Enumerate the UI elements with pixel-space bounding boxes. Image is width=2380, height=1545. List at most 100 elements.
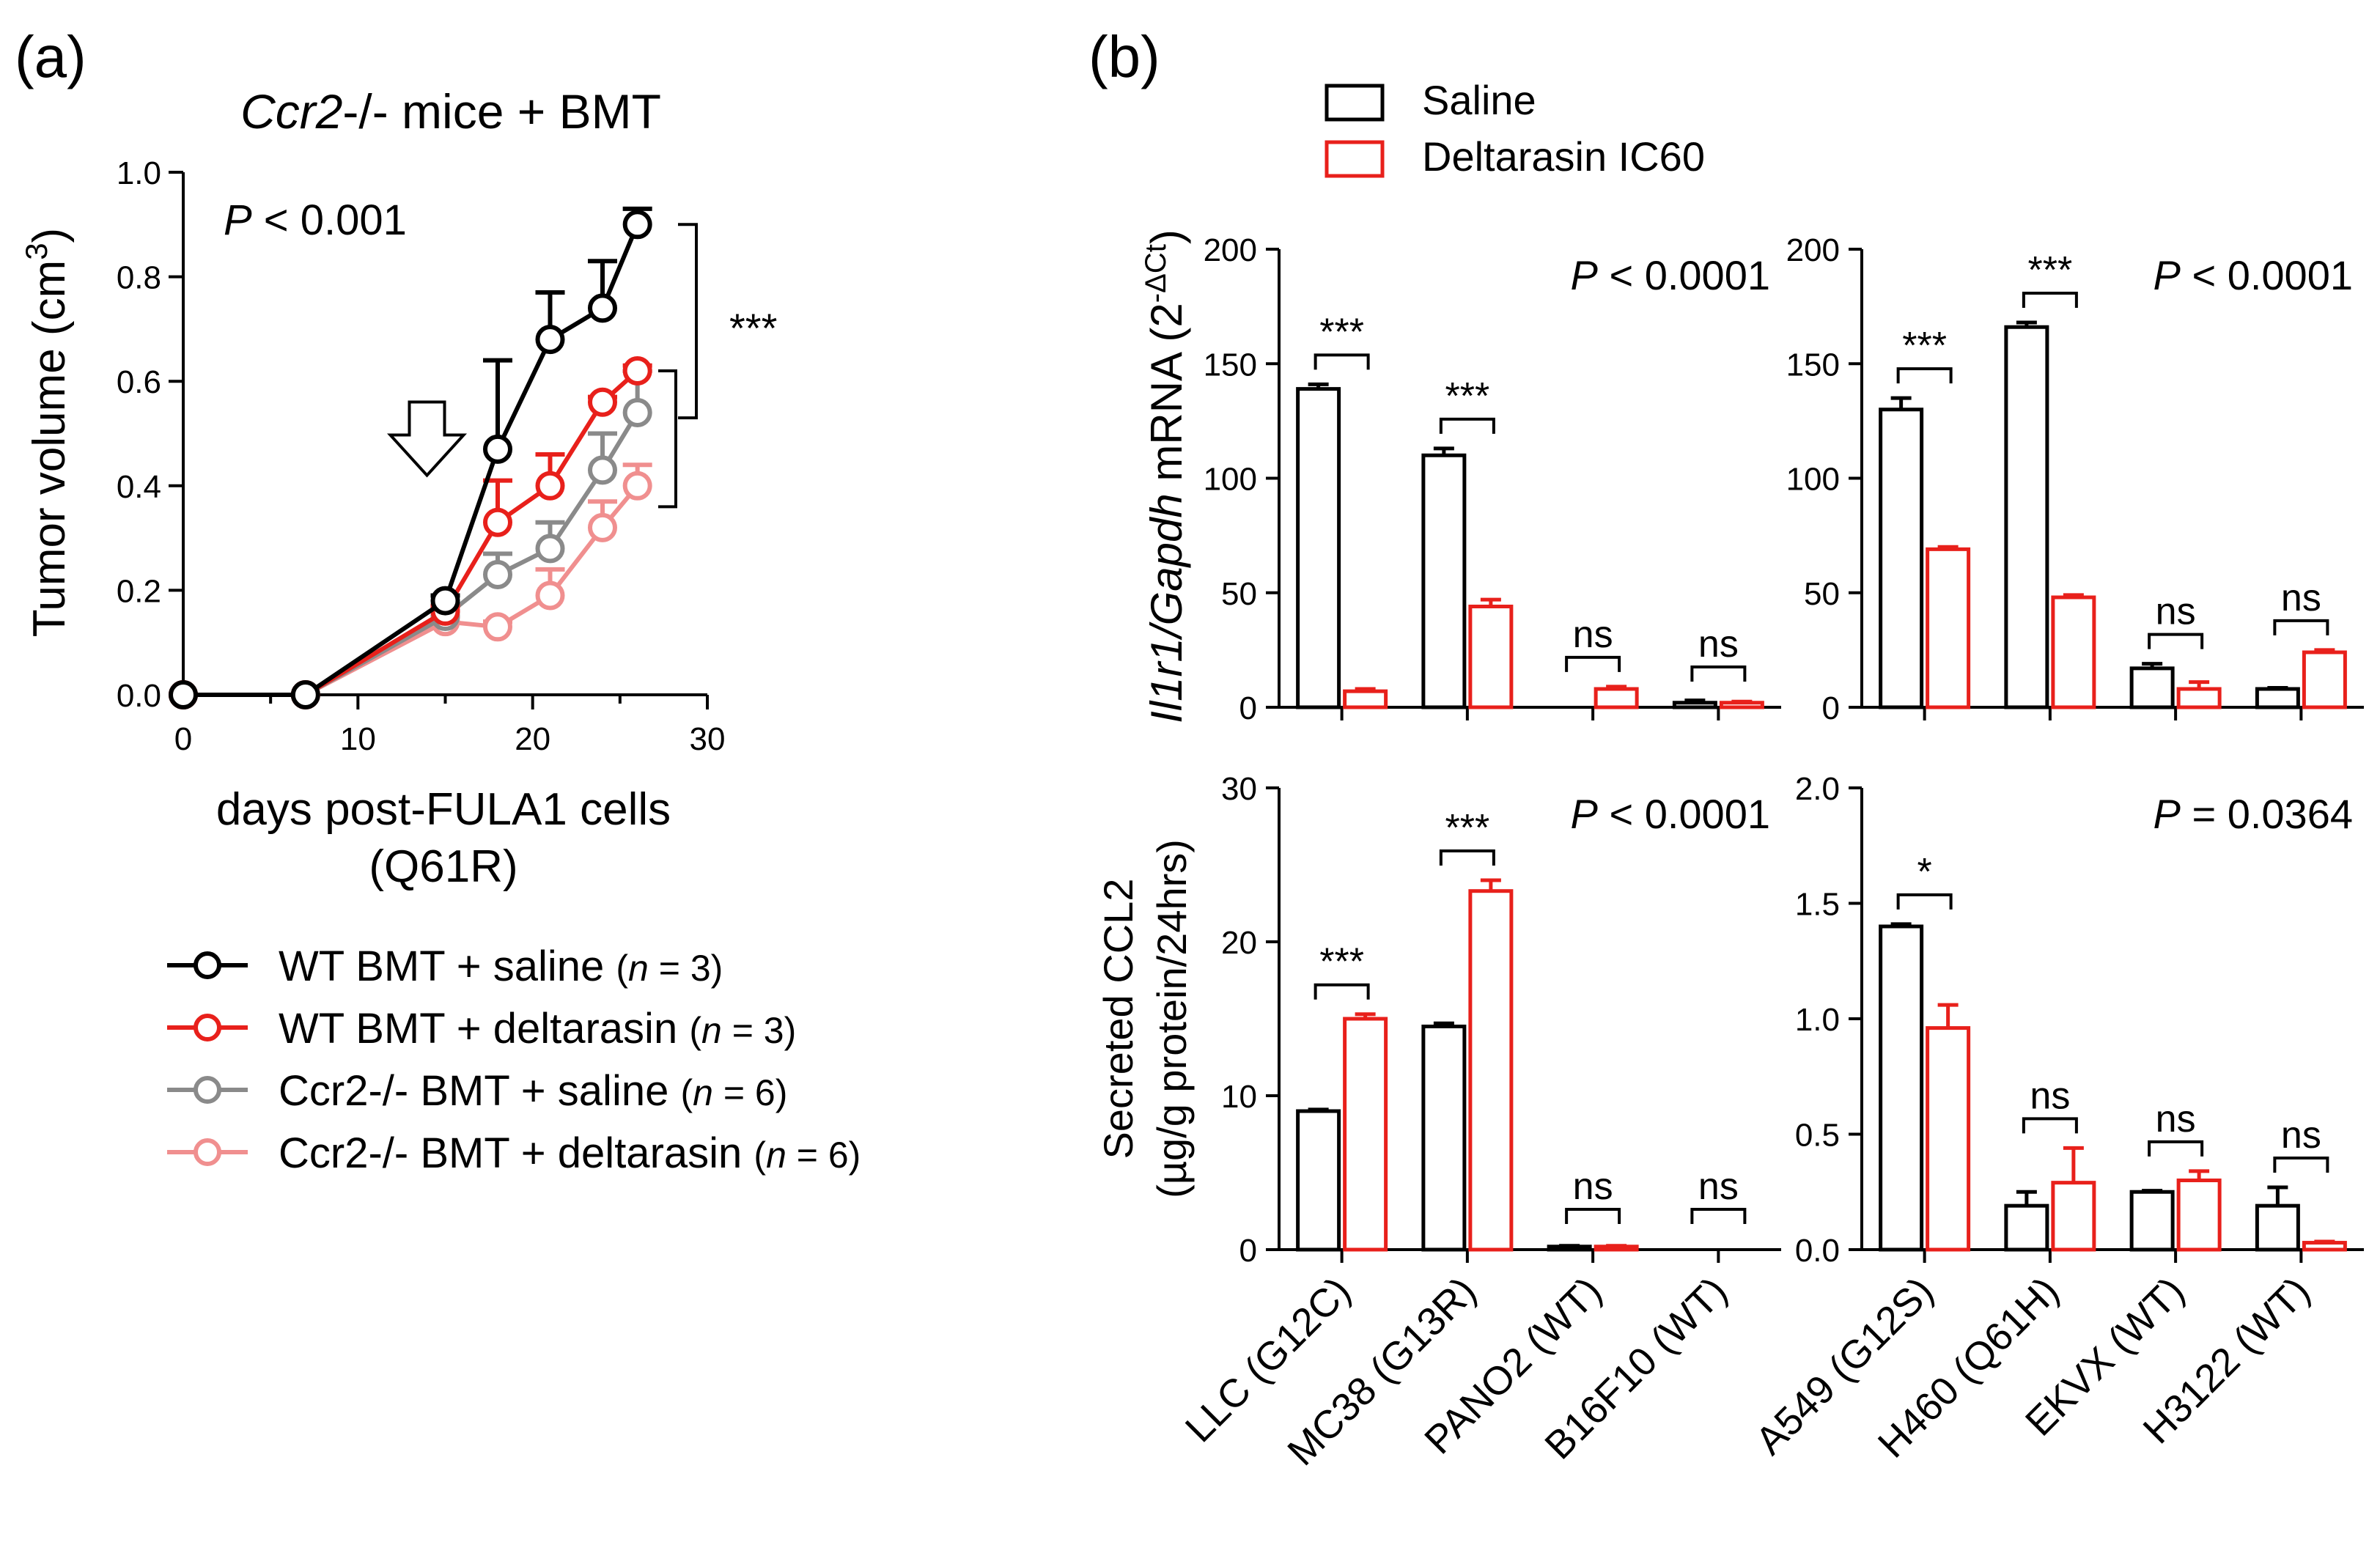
legend-swatch [1325,140,1385,178]
chart-b-legend: Saline Deltarasin IC60 [1325,77,1705,180]
bar-deltarasin [1468,605,1514,709]
legend-swatch [1325,84,1385,122]
sig-bracket [2148,1140,2204,1157]
legend-n-italic: n [628,948,649,989]
treatment-arrow-icon [386,400,468,478]
sig-label: ns [2281,1114,2321,1157]
sig-label: * [1917,851,1932,893]
sig-bracket [2022,292,2078,308]
bar-deltarasin [2302,650,2347,709]
data-point [535,580,565,611]
p-value: P < 0.0001 [2154,252,2353,298]
chart-b-ylabel-top: Il1r1/Gapdh mRNA (2-ΔCt) [1140,229,1191,723]
chart-b-ylabel-top-sup: -ΔCt [1140,244,1172,303]
bar-saline [1296,387,1341,709]
sig-label: *** [2028,249,2073,292]
p-value: P < 0.0001 [1571,791,1770,837]
y-tick-label: 150 [1204,347,1257,383]
p-value-rest: < 0.0001 [2181,252,2353,298]
p-value-italic: P [2154,252,2181,298]
legend-n: ( [680,1072,693,1113]
sig-label: ns [1698,623,1739,665]
data-point [535,534,565,564]
sig-bracket [1896,893,1953,910]
data-point [588,293,617,323]
series-0 [169,206,652,709]
chart-a-y-tick-label: 0.8 [117,260,161,296]
data-point [622,471,652,501]
p-value: P < 0.0001 [1571,252,1770,298]
y-tick-label: 0 [1239,690,1257,726]
chart-a-xlabel-line1: days post-FULA1 cells [216,784,671,835]
chart-a-title-italic: Ccr2 [240,84,342,139]
bar-deltarasin [1343,689,1388,709]
y-tick-label: 50 [1804,576,1840,612]
chart-a-plot-area: 0.0 0.2 0.4 0.6 0.8 1.0 0 10 20 30 *** [117,155,778,757]
chart-a-title: Ccr2-/- mice + BMT [240,84,661,139]
y-tick-label: 50 [1221,576,1257,612]
bar-saline [2004,1203,2049,1252]
sig-bracket [1439,849,1495,866]
chart-a-ylabel-end: ) [24,228,75,243]
subplot-top-right: 0 50 100 150 200 P < 0.0001 *** *** ns ns [1786,232,2364,726]
y-tick-label: 0.0 [1795,1233,1840,1269]
p-value-italic: P [1571,252,1598,298]
legend-n-rest: = 6) [786,1135,861,1176]
chart-a-x-tick-label: 0 [174,721,192,757]
bar-saline [2004,325,2049,709]
data-point [588,512,617,542]
legend-marker [194,1076,221,1104]
y-tick-label: 20 [1221,925,1257,961]
legend-label: Deltarasin IC60 [1422,133,1705,180]
sig-bracket [2022,1117,2078,1134]
y-tick-label: 200 [1786,232,1840,268]
data-point [535,471,565,501]
y-tick-label: 10 [1221,1079,1257,1115]
bar-deltarasin [1926,1026,1971,1252]
bar-saline [2255,687,2300,709]
sig-label: *** [1445,807,1490,849]
data-point [622,355,652,386]
bar-deltarasin [2302,1241,2347,1252]
legend-name: Ccr2-/- BMT + saline [279,1067,680,1115]
sig-bracket-inner [658,369,677,509]
legend-label: WT BMT + saline (n = 3) [279,943,723,990]
sig-label: ns [1698,1165,1739,1208]
bar-deltarasin [2176,687,2222,709]
legend-label: Ccr2-/- BMT + saline (n = 6) [279,1067,787,1115]
p-value-rest: = 0.0364 [2181,791,2353,837]
chart-a-ylabel-main: Tumor volume (cm [24,260,75,637]
sig-label: *** [1902,325,1947,367]
panel-a-label: (a) [15,24,86,89]
chart-a-y-tick-label: 1.0 [117,155,161,191]
chart-a-x-tick-label: 10 [340,721,376,757]
sig-bracket [1690,665,1747,682]
y-tick-label: 1.5 [1795,887,1840,923]
y-tick-label: 0.5 [1795,1118,1840,1154]
bar-saline [2255,1203,2300,1252]
chart-a-legend: WT BMT + saline (n = 3) WT BMT + deltaras… [167,943,861,1177]
legend-n-italic: n [766,1135,786,1176]
chart-a-ylabel: Tumor volume (cm3) [19,228,75,637]
chart-a-y-tick-label: 0.6 [117,364,161,400]
y-tick-label: 0 [1822,690,1840,726]
sig-bracket [2148,633,2204,649]
sig-bracket [1565,1208,1621,1224]
sig-label: *** [1445,375,1490,418]
data-point [588,455,617,485]
y-tick-label: 2.0 [1795,771,1840,807]
bar-saline [2129,1190,2175,1252]
bar-saline [1672,701,1717,709]
chart-a-pvalue-rest: < 0.001 [252,196,407,244]
legend-name: WT BMT + deltarasin [279,1005,689,1052]
bar-deltarasin [1594,687,1639,709]
bar-saline [1421,1025,1467,1252]
sig-bracket-outer [678,223,698,420]
bar-saline [1879,408,1924,709]
p-value-italic: P [1571,791,1598,837]
bar-deltarasin [2051,1181,2096,1252]
chart-b-ylabel-top-rest: mRNA (2 [1142,303,1191,493]
